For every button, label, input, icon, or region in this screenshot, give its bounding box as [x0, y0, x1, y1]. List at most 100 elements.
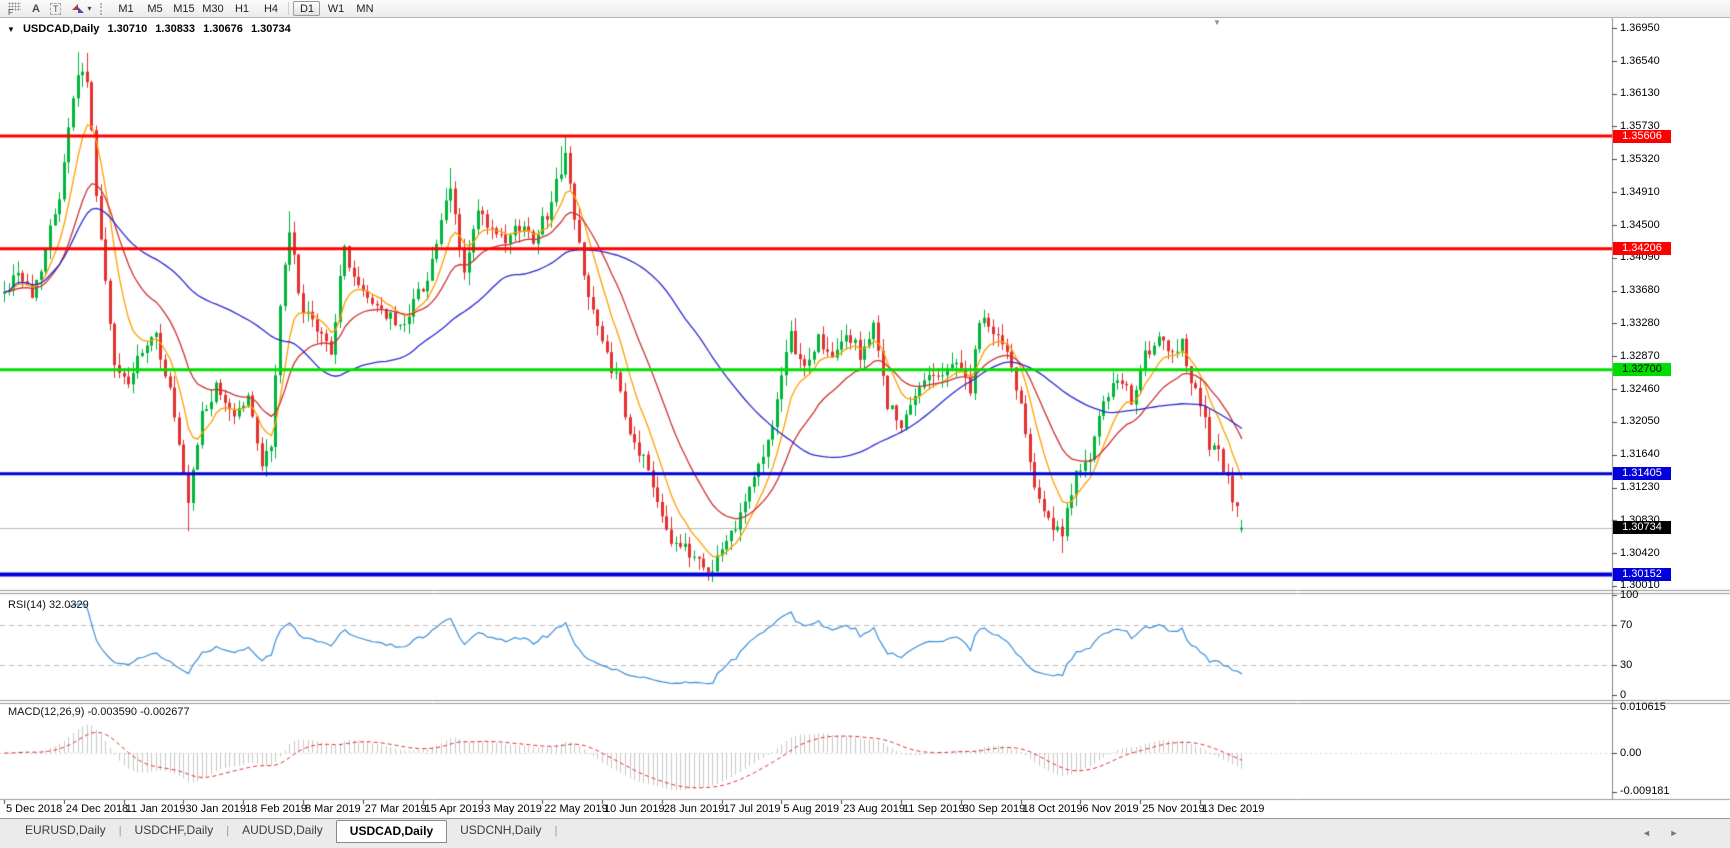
tab-eurusd-daily[interactable]: EURUSD,Daily [25, 823, 106, 837]
price-axis-tick: 1.36130 [1620, 87, 1660, 100]
date-axis-label: 25 Nov 2019 [1142, 803, 1205, 815]
tab-separator: | [554, 825, 558, 837]
top-toolbar: F A T ▾ M1 M5 M15 M30 H1 H4 D1 W1 MN [0, 0, 1730, 18]
date-axis-label: 11 Sep 2019 [903, 803, 965, 815]
ohlc-close: 1.30734 [250, 23, 291, 35]
tab-audusd-daily[interactable]: AUDUSD,Daily [242, 823, 323, 837]
date-axis-label: 18 Feb 2019 [245, 803, 307, 815]
tab-usdcad-daily[interactable]: USDCAD,Daily [335, 820, 448, 843]
price-axis-tick: 1.31230 [1620, 481, 1660, 494]
price-axis-tick: 1.36950 [1620, 21, 1660, 34]
text-label-tool-button[interactable]: T [46, 1, 66, 16]
price-axis-tick: 1.32050 [1620, 415, 1660, 428]
price-axis-tick: 1.33680 [1620, 284, 1660, 297]
chart-shift-marker[interactable]: ▼ [1213, 18, 1221, 27]
date-axis-label: 5 Aug 2019 [783, 803, 840, 815]
fibonacci-tool-button[interactable]: F [4, 1, 26, 17]
macd-axis-tick: -0.009181 [1620, 785, 1670, 798]
price-axis-tick: 1.30420 [1620, 546, 1660, 559]
price-level-label: 1.31405 [1613, 467, 1671, 481]
chart-symbol: USDCAD,Daily [22, 23, 100, 35]
date-axis-label: 5 Dec 2018 [6, 803, 63, 815]
toolbar-grip[interactable] [100, 2, 105, 15]
price-axis-tick: 1.32870 [1620, 349, 1660, 362]
chart-tabs: EURUSD,Daily | USDCHF,Daily | AUDUSD,Daily US… [12, 820, 557, 843]
text-tool-button[interactable]: A [28, 1, 44, 16]
text-label-icon: T [49, 2, 62, 15]
rsi-axis-tick: 30 [1620, 658, 1633, 671]
timeframe-buttons-group: M1 M5 M15 M30 H1 H4 D1 W1 MN [111, 0, 379, 17]
fibonacci-grid-icon [8, 2, 21, 11]
rsi-axis-tick: 100 [1620, 588, 1639, 601]
macd-axis-tick: 0.010615 [1620, 701, 1666, 714]
date-axis-label: 8 Mar 2019 [305, 803, 361, 815]
price-axis-tick: 1.31640 [1620, 448, 1660, 461]
timeframe-button-d1[interactable]: D1 [293, 1, 321, 16]
date-axis-label: 6 Nov 2019 [1082, 803, 1139, 815]
timeframe-button-w1[interactable]: W1 [327, 2, 345, 15]
rsi-indicator-label: RSI(14) 32.0329 [8, 599, 89, 611]
timeframe-button-mn[interactable]: MN [356, 2, 374, 15]
tab-scrollers: ◄ ► [1642, 828, 1694, 838]
timeframe-button-m30[interactable]: M30 [202, 2, 224, 15]
ohlc-low: 1.30676 [203, 23, 243, 35]
arrows-tool-button[interactable]: ▾ [67, 1, 95, 16]
timeframe-button-m15[interactable]: M15 [173, 2, 195, 15]
price-axis-tick: 1.35730 [1620, 119, 1660, 132]
chart-tab-bar: EURUSD,Daily | USDCHF,Daily | AUDUSD,Daily US… [0, 818, 1730, 848]
price-axis-tick: 1.30010 [1620, 579, 1660, 592]
date-axis-label: 15 Apr 2019 [424, 803, 484, 815]
ohlc-open: 1.30710 [107, 23, 148, 35]
price-level-label: 1.34206 [1613, 242, 1671, 256]
rsi-axis-tick: 0 [1620, 688, 1627, 701]
fibonacci-icon: F [8, 2, 22, 17]
date-axis-label: 13 Dec 2019 [1202, 803, 1265, 815]
timeframe-button-h1[interactable]: H1 [234, 2, 249, 15]
date-axis-label: 11 Jan 2019 [125, 803, 186, 815]
date-axis-label: 18 Oct 2019 [1022, 803, 1083, 815]
date-axis-label: 17 Jul 2019 [723, 803, 781, 815]
drawing-tools-group: F A T ▾ [3, 0, 96, 17]
date-axis-label: 22 May 2019 [544, 803, 608, 815]
chart-title: ▼ USDCAD,Daily 1.30710 1.30833 1.30676 1… [7, 23, 296, 35]
current-price-label: 1.30734 [1613, 521, 1671, 535]
date-axis-label: 30 Jan 2019 [185, 803, 246, 815]
scroll-tabs-left-button[interactable]: ◄ [1642, 828, 1651, 838]
date-axis-label: 30 Sep 2019 [962, 803, 1026, 815]
timeframe-separator [288, 2, 290, 15]
macd-indicator-label: MACD(12,26,9) -0.003590 -0.002677 [8, 706, 190, 718]
price-level-label: 1.30152 [1613, 568, 1671, 582]
rsi-axis-tick: 70 [1620, 618, 1633, 631]
price-axis-tick: 1.34500 [1620, 218, 1660, 231]
macd-axis-tick: 0.00 [1620, 746, 1642, 759]
date-axis-label: 23 Aug 2019 [843, 803, 905, 815]
arrows-icon [72, 4, 85, 13]
timeframe-button-m1[interactable]: M1 [118, 2, 134, 15]
fibonacci-letter: F [8, 8, 13, 17]
date-axis-label: 3 May 2019 [484, 803, 542, 815]
date-axis-label: 10 Jun 2019 [604, 803, 665, 815]
price-axis-tick: 1.34910 [1620, 185, 1660, 198]
date-axis-label: 28 Jun 2019 [663, 803, 725, 815]
tab-separator: | [226, 825, 230, 837]
scroll-tabs-right-button[interactable]: ► [1669, 828, 1679, 838]
date-axis-label: 27 Mar 2019 [364, 803, 427, 815]
date-axis-label: 24 Dec 2018 [65, 803, 129, 815]
ohlc-high: 1.30833 [155, 23, 196, 35]
dropdown-caret-icon: ▾ [87, 4, 92, 13]
price-axis-tick: 1.35320 [1620, 152, 1660, 165]
timeframe-button-h4[interactable]: H4 [263, 2, 278, 15]
tab-usdchf-daily[interactable]: USDCHF,Daily [134, 823, 214, 837]
price-axis-tick: 1.32460 [1620, 382, 1660, 395]
tab-separator: | [118, 825, 122, 837]
tab-usdcnh-daily[interactable]: USDCNH,Daily [460, 823, 542, 837]
expand-indicators-icon[interactable]: ▼ [7, 25, 15, 34]
text-tool-icon: A [32, 2, 40, 15]
price-axis-tick: 1.36540 [1620, 54, 1660, 67]
price-level-label: 1.32700 [1613, 363, 1671, 377]
price-axis-tick: 1.33280 [1620, 316, 1660, 329]
price-level-label: 1.35606 [1613, 129, 1671, 143]
timeframe-button-m5[interactable]: M5 [147, 2, 163, 15]
